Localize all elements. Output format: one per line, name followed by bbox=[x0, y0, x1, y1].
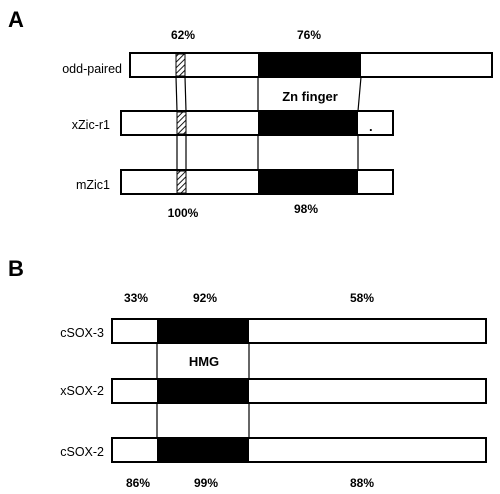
zn-finger-domain bbox=[258, 171, 358, 193]
connector-line bbox=[357, 76, 362, 112]
panel-b-top-percent-2: 92% bbox=[193, 291, 217, 305]
protein-label: cSOX-2 bbox=[60, 445, 104, 459]
connector-line bbox=[184, 76, 187, 112]
protein-mzic1: mZic1 bbox=[76, 169, 394, 195]
panel-a-connectors bbox=[175, 76, 362, 170]
hmg-domain bbox=[157, 439, 249, 461]
hmg-domain bbox=[157, 380, 249, 402]
panel-b-bottom-percent-2: 99% bbox=[194, 476, 218, 490]
panel-b: B 33% 92% 58% cSOX-3 xSOX-2 cSOX-2 bbox=[8, 256, 487, 490]
zn-finger-domain bbox=[258, 54, 361, 76]
panel-b-top-percent-3: 58% bbox=[350, 291, 374, 305]
connector-line bbox=[175, 76, 178, 112]
panel-a: A 62% 76% odd-paired xZic-r1 . mZic1 bbox=[8, 7, 493, 220]
panel-a-top-percent-2: 76% bbox=[297, 28, 321, 42]
protein-label: cSOX-3 bbox=[60, 326, 104, 340]
protein-label: mZic1 bbox=[76, 178, 110, 192]
hmg-domain bbox=[157, 320, 249, 342]
hmg-label: HMG bbox=[189, 354, 219, 369]
hatched-motif bbox=[176, 111, 187, 135]
panel-b-bottom-percent-1: 86% bbox=[126, 476, 150, 490]
hatched-motif bbox=[176, 170, 187, 194]
protein-odd-paired: odd-paired bbox=[62, 52, 493, 78]
protein-xzic-r1: xZic-r1 . bbox=[72, 110, 394, 136]
zn-finger-domain bbox=[258, 112, 358, 134]
dot-mark: . bbox=[369, 119, 373, 134]
panel-a-bottom-percent-1: 100% bbox=[168, 206, 199, 220]
panel-b-connectors bbox=[156, 343, 250, 438]
panel-a-top-percent-1: 62% bbox=[171, 28, 195, 42]
protein-label: odd-paired bbox=[62, 62, 122, 76]
hatched-motif bbox=[175, 53, 186, 77]
protein-label: xZic-r1 bbox=[72, 118, 110, 132]
panel-b-bottom-percent-3: 88% bbox=[350, 476, 374, 490]
protein-label: xSOX-2 bbox=[60, 384, 104, 398]
panel-b-top-percent-1: 33% bbox=[124, 291, 148, 305]
zn-finger-label: Zn finger bbox=[282, 89, 338, 104]
protein-csox-2: cSOX-2 bbox=[60, 437, 487, 463]
panel-b-letter: B bbox=[8, 256, 24, 281]
panel-a-letter: A bbox=[8, 7, 24, 32]
panel-a-bottom-percent-2: 98% bbox=[294, 202, 318, 216]
protein-csox-3: cSOX-3 bbox=[60, 318, 487, 344]
protein-xsox-2: xSOX-2 bbox=[60, 378, 487, 404]
